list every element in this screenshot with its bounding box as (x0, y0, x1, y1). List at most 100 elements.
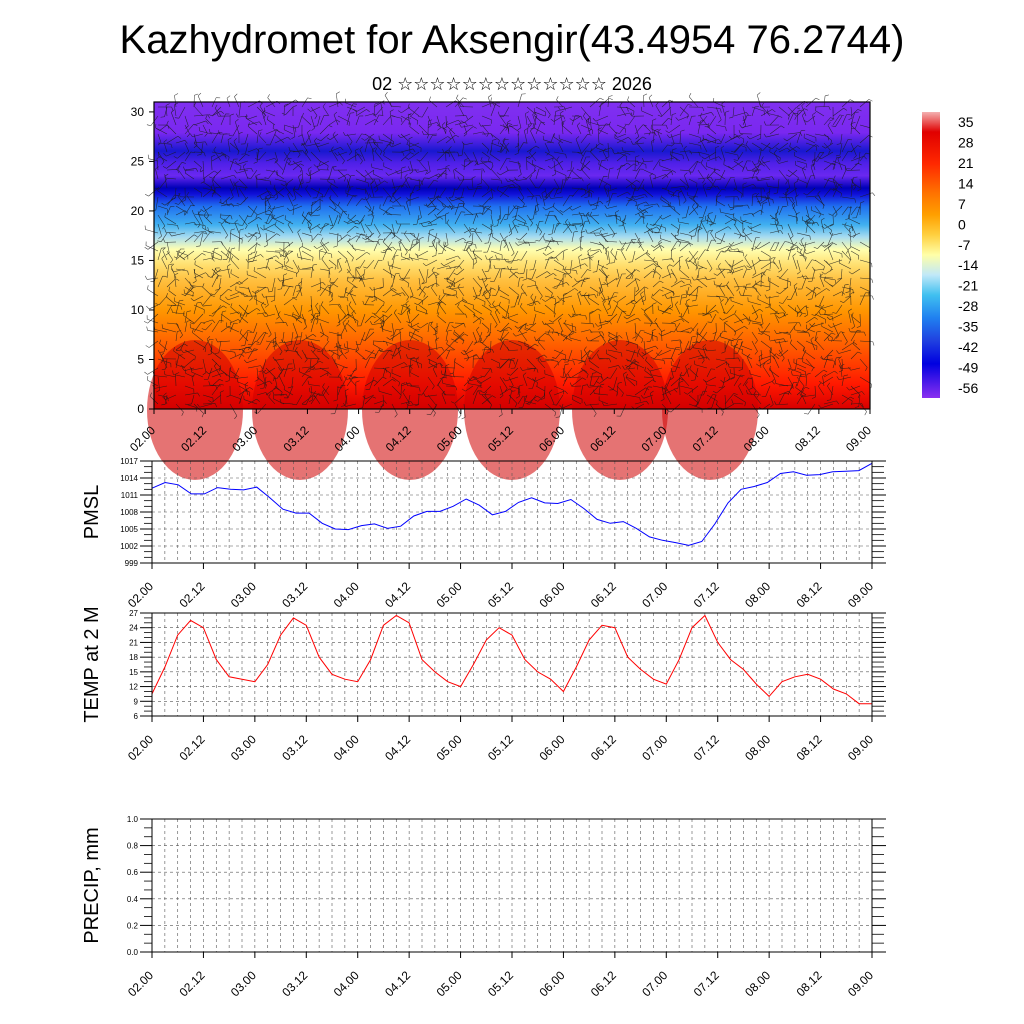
wind-barb-flag (766, 269, 771, 271)
wind-barb-flag (343, 220, 348, 224)
wind-barb (175, 205, 186, 212)
wind-barb-flag (457, 283, 461, 288)
wind-barb (488, 286, 492, 299)
wind-barb-flag (715, 310, 719, 314)
wind-barb (616, 106, 628, 108)
wind-barb-flag (665, 125, 668, 129)
wind-barb-flag (534, 166, 536, 171)
wind-barb (307, 132, 312, 144)
wind-barb-flag (626, 107, 629, 112)
wind-barb-flag (171, 308, 173, 313)
wind-barb (559, 295, 573, 300)
wind-barb (710, 232, 717, 243)
wind-barb (193, 232, 203, 243)
wind-barb (451, 277, 456, 287)
wind-barb-flag (744, 265, 748, 270)
wind-barb-flag (659, 289, 664, 292)
wind-barb (229, 159, 234, 171)
wind-barb-flag (207, 227, 209, 232)
wind-barb-flag (190, 151, 195, 153)
wind-barb (757, 151, 762, 164)
wind-barb (409, 286, 414, 296)
wind-barb-flag (353, 195, 358, 197)
wind-barb (283, 313, 297, 318)
wind-barb (382, 249, 387, 261)
wind-barb (790, 343, 798, 351)
wind-barb (793, 362, 807, 369)
wind-barb-flag (487, 186, 490, 191)
wind-barb-flag (710, 229, 714, 234)
wind-barb-flag (790, 339, 793, 344)
wind-barb (186, 195, 195, 207)
wind-barb-flag (691, 336, 696, 338)
wind-barb (769, 230, 781, 234)
wind-barb (274, 136, 288, 144)
wind-barb (569, 376, 582, 378)
wind-barb (789, 322, 798, 334)
wind-barb-flag (500, 337, 504, 342)
wind-barb (742, 115, 748, 126)
wind-barb (703, 138, 717, 144)
wind-barb-flag (669, 264, 674, 267)
wind-barb-flag (619, 216, 622, 221)
wind-barb (503, 106, 510, 117)
wind-barb (773, 356, 780, 369)
wind-barb-flag (245, 114, 248, 119)
wind-barb-flag (652, 270, 657, 274)
wind-barb-flag (278, 372, 282, 376)
wind-barb-flag (238, 131, 243, 134)
wind-barb (211, 151, 226, 155)
wind-barb-flag (319, 360, 324, 364)
wind-barb-flag (313, 245, 318, 249)
wind-barb-flag (177, 165, 181, 170)
wind-barb-flag (580, 158, 583, 163)
wind-barb (202, 170, 215, 180)
wind-barb (337, 313, 341, 325)
wind-barb-flag (365, 189, 367, 194)
wind-barb-flag (848, 206, 853, 209)
wind-barb (517, 340, 529, 346)
wind-barb-flag (512, 184, 516, 188)
wind-barb (823, 178, 830, 189)
wind-barb (265, 232, 268, 246)
wind-barb (814, 313, 826, 320)
wind-barb (720, 232, 726, 244)
wind-barb-flag (643, 93, 648, 96)
wind-barb-flag (501, 239, 506, 242)
wind-barb-flag (691, 276, 695, 281)
wind-barb (355, 151, 363, 162)
wind-barb (706, 304, 708, 315)
wind-barb-flag (425, 310, 428, 315)
wind-barb (499, 184, 514, 189)
wind-barb-flag (574, 288, 579, 292)
wind-barb (461, 187, 465, 198)
wind-barb-flag (353, 275, 356, 280)
wind-barb (432, 232, 438, 247)
wind-barb-flag (508, 123, 513, 125)
wind-barb (364, 119, 376, 126)
wind-barb (650, 128, 663, 135)
wind-barb (436, 136, 448, 144)
wind-barb-flag (642, 184, 645, 189)
wind-barb (661, 157, 676, 162)
wind-barb (505, 376, 519, 382)
wind-barb (530, 296, 537, 306)
wind-barb (553, 160, 556, 175)
wind-barb-flag (491, 232, 494, 237)
wind-barb (607, 331, 619, 338)
wind-barb (175, 162, 183, 171)
wind-barb-flag (558, 317, 562, 321)
wind-barb (850, 155, 865, 162)
wind-barb (382, 206, 391, 216)
wind-barb-flag (371, 312, 376, 315)
wind-barb (553, 188, 559, 198)
wind-barb-flag (184, 211, 186, 216)
wind-barb (481, 115, 492, 121)
wind-barb (787, 358, 792, 369)
wind-barb (588, 187, 591, 197)
wind-barb (421, 106, 429, 118)
wind-barb (409, 142, 422, 149)
wind-barb (319, 277, 322, 290)
wind-barb-flag (548, 246, 552, 250)
wind-barb (526, 187, 534, 197)
